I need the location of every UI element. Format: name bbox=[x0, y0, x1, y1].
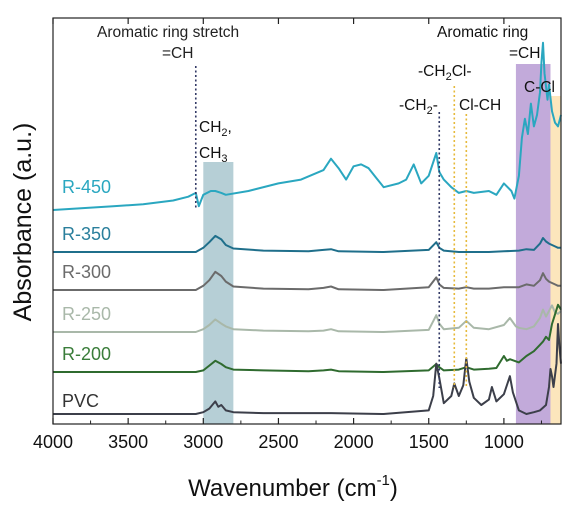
annotation-subscript: 2 bbox=[446, 71, 452, 83]
highlight-band-3 bbox=[550, 96, 561, 424]
annotation-text: Aromatic ring bbox=[437, 24, 528, 41]
x-axis-label-end: ) bbox=[390, 475, 398, 502]
x-tick-label-3000: 3000 bbox=[183, 432, 223, 452]
series-line-r-200 bbox=[53, 303, 562, 373]
annotation-text: =CH bbox=[162, 45, 193, 62]
annotation-aromatic-ring-2: =CH bbox=[509, 45, 540, 62]
y-axis-label: Absorbance (a.u.) bbox=[9, 123, 37, 322]
annotation-subscript: 2 bbox=[221, 127, 227, 139]
series-labels: R-450 R-350 R-300 R-250 R-200 PVC bbox=[62, 177, 111, 411]
series-label-r-300: R-300 bbox=[62, 262, 111, 282]
annotation-subscript: 3 bbox=[221, 153, 227, 165]
series-line-r-450 bbox=[52, 41, 562, 211]
annotation-text: Cl-CH bbox=[459, 97, 501, 114]
series-label-r-350: R-350 bbox=[62, 224, 111, 244]
x-tick-label-2000: 2000 bbox=[334, 432, 374, 452]
spectra-series bbox=[52, 41, 562, 415]
annotation-text: =CH bbox=[509, 45, 540, 62]
reference-lines bbox=[194, 66, 468, 388]
series-label-r-200: R-200 bbox=[62, 344, 111, 364]
x-axis-ticks: 4000 3500 3000 2500 2000 1500 1000 bbox=[33, 18, 542, 452]
annotation-suffix: , bbox=[228, 119, 232, 136]
series-line-r-250 bbox=[53, 304, 562, 333]
annotation-suffix: Cl- bbox=[452, 63, 472, 80]
annotation-text: CH bbox=[199, 119, 221, 136]
highlight-band-1 bbox=[203, 162, 234, 424]
annotation-suffix: - bbox=[433, 97, 438, 114]
x-tick-label-1500: 1500 bbox=[409, 432, 449, 452]
annotation-ccl: C-Cl bbox=[524, 79, 555, 96]
annotation-text: C-Cl bbox=[524, 79, 555, 96]
series-line-pvc bbox=[53, 323, 562, 415]
annotation-aromatic-stretch-1: Aromatic ring stretch bbox=[97, 24, 239, 41]
annotation-text: CH bbox=[199, 145, 221, 162]
series-label-pvc: PVC bbox=[62, 391, 99, 411]
annotation-subscript: 2 bbox=[427, 105, 433, 117]
x-tick-label-2500: 2500 bbox=[258, 432, 298, 452]
x-axis-label: Wavenumber (cm-1) bbox=[188, 472, 398, 502]
series-line-r-350 bbox=[53, 234, 561, 253]
series-label-r-450: R-450 bbox=[62, 177, 111, 197]
annotation-ch2-a: -CH2- bbox=[399, 97, 438, 117]
x-tick-label-1000: 1000 bbox=[484, 432, 524, 452]
annotation-text: Aromatic ring stretch bbox=[97, 24, 239, 41]
series-line-r-300 bbox=[53, 270, 561, 291]
x-axis-label-main: Wavenumber (cm bbox=[188, 475, 376, 502]
annotation-ch2-ch3-2: CH3 bbox=[199, 145, 228, 165]
plot-frame bbox=[52, 17, 562, 425]
x-axis-label-sup: -1 bbox=[377, 472, 390, 489]
x-tick-label-3500: 3500 bbox=[108, 432, 148, 452]
annotation-text: -CH bbox=[399, 97, 427, 114]
x-tick-label-4000: 4000 bbox=[33, 432, 73, 452]
annotations: Aromatic ring stretch=CHCH2,CH3-CH2Cl--C… bbox=[97, 24, 555, 165]
annotation-ch2cl-a: -CH2Cl- bbox=[418, 63, 472, 83]
annotation-clch: Cl-CH bbox=[459, 97, 501, 114]
series-label-r-250: R-250 bbox=[62, 304, 111, 324]
annotation-ch2-ch3-1: CH2, bbox=[199, 119, 232, 139]
annotation-text: -CH bbox=[418, 63, 446, 80]
annotation-aromatic-stretch-2: =CH bbox=[162, 45, 193, 62]
annotation-aromatic-ring-1: Aromatic ring bbox=[437, 24, 528, 41]
